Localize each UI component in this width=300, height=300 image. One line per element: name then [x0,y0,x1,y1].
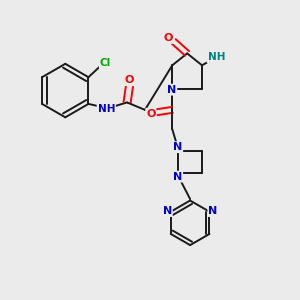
Text: N: N [163,206,172,216]
Text: N: N [173,142,182,152]
Text: Cl: Cl [100,58,111,68]
Text: N: N [208,206,217,216]
Text: O: O [125,75,134,85]
Text: NH: NH [208,52,225,62]
Text: O: O [146,109,156,119]
Text: O: O [164,33,173,43]
Text: N: N [167,85,176,95]
Text: NH: NH [98,104,115,114]
Text: N: N [173,172,182,182]
